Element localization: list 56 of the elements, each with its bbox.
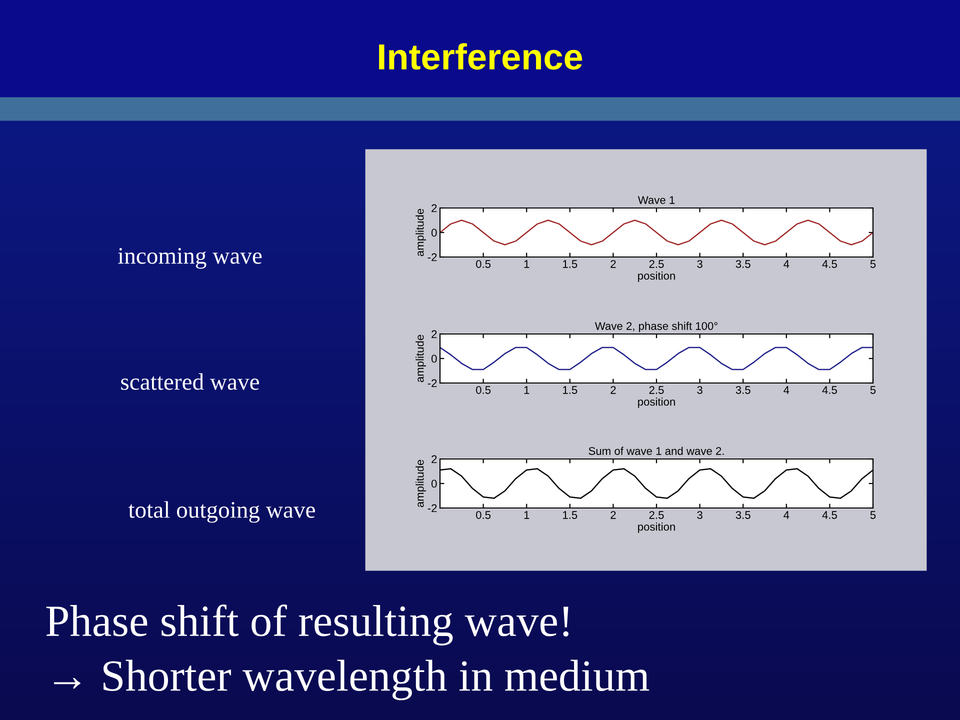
y-tick-label: -2 xyxy=(428,379,437,388)
text: Interference xyxy=(379,43,582,70)
x-tick-label: 3.5 xyxy=(736,386,750,394)
x-tick-label: 2.5 xyxy=(649,260,664,268)
x-tick-label: 4 xyxy=(784,386,790,394)
x-tick-label: 1 xyxy=(524,260,530,268)
x-tick-label: 2 xyxy=(610,260,616,268)
y-tick-label: -2 xyxy=(428,504,437,512)
y-tick-label: 0 xyxy=(431,480,437,488)
x-tick-label: 1.5 xyxy=(563,511,578,519)
x-tick-label: 1.5 xyxy=(563,386,578,394)
x-tick-label: 2 xyxy=(610,386,616,394)
y-axis-title: amplitude xyxy=(416,208,426,256)
x-axis-title: position xyxy=(638,398,675,408)
text: total outgoing wave xyxy=(128,501,315,523)
text: scattered wave xyxy=(121,373,259,390)
y-tick-label: 0 xyxy=(431,228,437,237)
x-tick-label: 0.5 xyxy=(476,511,491,519)
x-axis-title: position xyxy=(638,272,675,282)
x-tick-label: 4 xyxy=(784,511,790,519)
x-tick-label: 3.5 xyxy=(736,260,750,268)
x-tick-label: 5 xyxy=(870,386,876,394)
x-tick-label: 2.5 xyxy=(649,386,664,394)
x-tick-label: 1.5 xyxy=(563,260,578,268)
line-series xyxy=(440,346,873,370)
text: → Shorter wavelength in medium xyxy=(54,660,650,700)
x-tick-label: 3.5 xyxy=(736,511,750,519)
y-tick-label: 2 xyxy=(432,204,437,212)
x-tick-label: 5 xyxy=(870,511,876,519)
chart-title: Sum of wave 1 and wave 2. xyxy=(588,446,724,455)
y-axis-title: amplitude xyxy=(416,460,426,508)
x-tick-label: 4.5 xyxy=(822,386,837,394)
x-tick-label: 1 xyxy=(524,511,530,519)
x-tick-label: 4.5 xyxy=(822,260,837,268)
x-tick-label: 4.5 xyxy=(822,511,837,519)
text: incoming wave xyxy=(118,248,262,269)
x-tick-label: 3 xyxy=(697,511,702,519)
chart-title: Wave 2, phase shift 100° xyxy=(594,322,718,332)
y-tick-label: 2 xyxy=(432,330,437,338)
line-series xyxy=(440,220,873,246)
chart-title: Wave 1 xyxy=(638,196,675,204)
text: Phase shift of resulting wave! xyxy=(46,604,568,646)
y-axis-title: amplitude xyxy=(416,334,426,382)
x-tick-label: 2 xyxy=(610,511,616,519)
x-tick-label: 4 xyxy=(784,260,790,268)
x-tick-label: 1 xyxy=(524,386,530,394)
x-tick-label: 3 xyxy=(697,386,702,394)
y-tick-label: 2 xyxy=(432,455,437,464)
y-tick-label: 0 xyxy=(431,354,437,363)
y-tick-label: -2 xyxy=(428,253,437,262)
x-tick-label: 2.5 xyxy=(649,511,664,519)
x-tick-label: 0.5 xyxy=(476,386,491,394)
x-tick-label: 3 xyxy=(697,260,702,268)
x-tick-label: 5 xyxy=(870,260,876,268)
x-axis-title: position xyxy=(638,522,675,533)
x-tick-label: 0.5 xyxy=(476,260,491,268)
